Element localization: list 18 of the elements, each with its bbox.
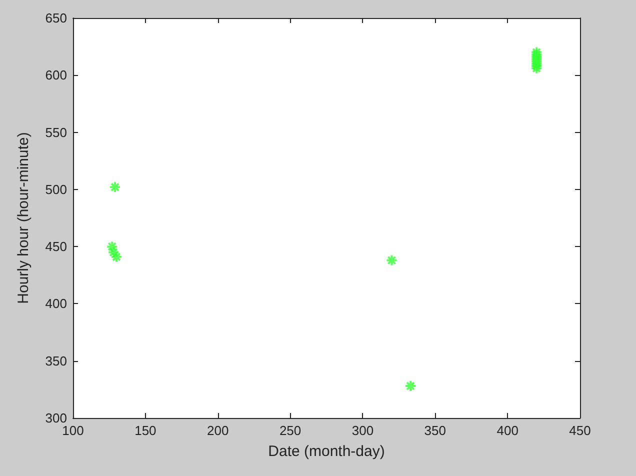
y-tick-label: 550 <box>45 124 67 140</box>
x-tick-label: 100 <box>62 423 84 438</box>
y-tick-label: 600 <box>45 68 67 83</box>
y-tick-label: 650 <box>45 10 67 26</box>
y-tick-label: 500 <box>45 182 67 197</box>
x-tick-label: 150 <box>134 423 156 438</box>
x-axis-title: Date (month-day) <box>268 443 385 460</box>
y-axis-title: Hourly hour (hour-minute) <box>15 132 32 304</box>
x-tick-label: 250 <box>279 423 302 438</box>
x-tick-label: 350 <box>424 423 446 438</box>
x-tick-label: 300 <box>352 423 374 438</box>
x-tick-label: 400 <box>496 423 518 438</box>
y-tick-label: 300 <box>45 410 67 426</box>
y-tick-label: 450 <box>45 239 67 254</box>
y-tick-label: 400 <box>45 296 67 312</box>
x-tick-label: 450 <box>569 423 591 438</box>
y-tick-label: 350 <box>45 353 67 368</box>
x-tick-label: 200 <box>207 423 229 438</box>
